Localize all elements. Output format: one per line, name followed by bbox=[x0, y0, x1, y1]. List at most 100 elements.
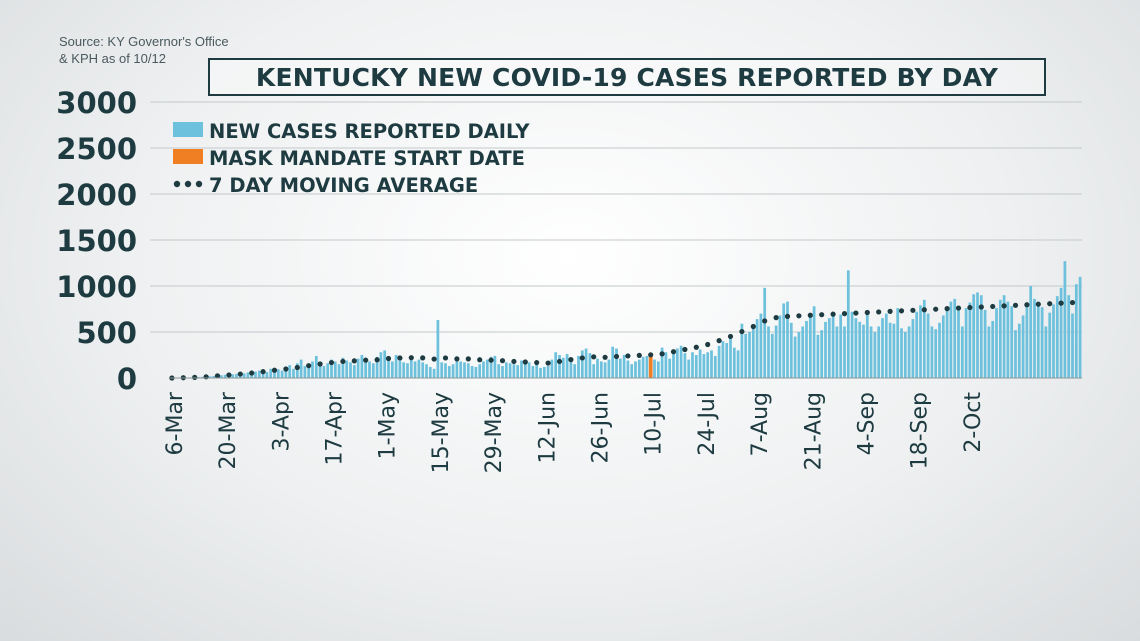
moving-average-dot bbox=[693, 344, 699, 350]
bar bbox=[455, 359, 459, 378]
moving-average-dot bbox=[1024, 302, 1030, 308]
bar bbox=[573, 364, 577, 378]
bar bbox=[637, 359, 641, 378]
moving-average-dot bbox=[534, 359, 540, 366]
bar bbox=[398, 360, 402, 378]
bar bbox=[888, 322, 892, 378]
bar bbox=[816, 334, 820, 378]
bar bbox=[546, 366, 550, 378]
bar bbox=[854, 318, 858, 378]
x-tick-label: 4-Sep bbox=[855, 392, 880, 455]
bar bbox=[672, 350, 675, 378]
bar bbox=[390, 361, 394, 378]
moving-average-dot bbox=[271, 367, 278, 373]
bar bbox=[368, 361, 371, 378]
bar bbox=[911, 319, 915, 378]
bar bbox=[915, 311, 919, 378]
bar bbox=[717, 345, 721, 378]
moving-average-dot bbox=[602, 354, 608, 360]
bar bbox=[235, 373, 238, 378]
y-tick-label: 2000 bbox=[56, 178, 137, 212]
bar bbox=[428, 366, 432, 378]
bar bbox=[645, 355, 649, 378]
bar bbox=[767, 326, 770, 378]
bar bbox=[273, 367, 276, 378]
moving-average-dot bbox=[750, 323, 756, 330]
bar bbox=[748, 332, 751, 378]
bar bbox=[797, 332, 801, 378]
bar bbox=[489, 356, 493, 378]
bar bbox=[907, 326, 911, 378]
bar bbox=[778, 315, 782, 378]
bar bbox=[482, 361, 485, 378]
moving-average-dot bbox=[579, 355, 585, 361]
moving-average-dot bbox=[306, 363, 312, 369]
bar bbox=[820, 330, 824, 378]
bar bbox=[1059, 287, 1063, 378]
bar bbox=[919, 305, 922, 378]
bar bbox=[474, 366, 478, 378]
bar bbox=[839, 314, 843, 378]
source-note: Source: KY Governor's Office & KPH as of… bbox=[59, 33, 229, 67]
bar bbox=[664, 352, 668, 378]
moving-average-dot bbox=[682, 346, 688, 353]
moving-average-dot bbox=[705, 341, 711, 348]
bar bbox=[1071, 313, 1074, 378]
bar bbox=[782, 303, 786, 378]
bar bbox=[862, 324, 865, 378]
moving-average-dot bbox=[819, 312, 825, 318]
bar bbox=[1052, 304, 1055, 378]
bar bbox=[732, 347, 736, 378]
bar bbox=[421, 362, 425, 378]
bar bbox=[1044, 326, 1048, 378]
bar bbox=[869, 326, 873, 378]
moving-average-dot bbox=[226, 372, 232, 378]
legend-swatch-dot bbox=[184, 180, 192, 188]
bar bbox=[653, 359, 656, 378]
bar bbox=[223, 374, 227, 378]
x-tick-label: 21-Aug bbox=[801, 392, 826, 470]
bar bbox=[763, 287, 767, 378]
moving-average-dot bbox=[1012, 302, 1019, 308]
bar bbox=[284, 366, 288, 378]
bar bbox=[527, 362, 531, 378]
bar bbox=[497, 364, 501, 378]
bar bbox=[968, 302, 972, 378]
bar bbox=[900, 328, 903, 378]
bar bbox=[466, 363, 470, 378]
bar bbox=[938, 322, 941, 378]
bar bbox=[508, 363, 512, 378]
moving-average-dot bbox=[192, 374, 198, 380]
moving-average-dot bbox=[955, 305, 962, 311]
bar bbox=[987, 326, 991, 378]
moving-average-dot bbox=[716, 338, 722, 344]
bar bbox=[292, 368, 295, 378]
bar bbox=[972, 294, 976, 378]
bar bbox=[835, 326, 839, 378]
bar bbox=[922, 299, 926, 378]
x-tick-label: 24-Jul bbox=[695, 392, 720, 456]
bar bbox=[314, 355, 318, 378]
bar bbox=[789, 322, 793, 378]
bar bbox=[539, 367, 542, 378]
bar bbox=[1017, 323, 1021, 378]
bar bbox=[432, 368, 436, 378]
bar bbox=[523, 364, 527, 378]
moving-average-dot bbox=[841, 311, 848, 317]
bar bbox=[949, 301, 953, 378]
bar bbox=[485, 359, 489, 378]
source-line-2: & KPH as of 10/12 bbox=[59, 51, 166, 66]
bar bbox=[1063, 261, 1067, 378]
bar bbox=[755, 319, 759, 378]
bar bbox=[770, 333, 774, 378]
bar bbox=[960, 326, 964, 378]
bar bbox=[444, 363, 447, 378]
x-tick-label: 20-Mar bbox=[216, 391, 241, 469]
bar bbox=[295, 363, 299, 378]
bar bbox=[759, 313, 763, 378]
bar bbox=[702, 354, 706, 378]
bar bbox=[565, 354, 569, 378]
y-tick-label: 1000 bbox=[56, 270, 137, 304]
bar bbox=[903, 332, 907, 378]
